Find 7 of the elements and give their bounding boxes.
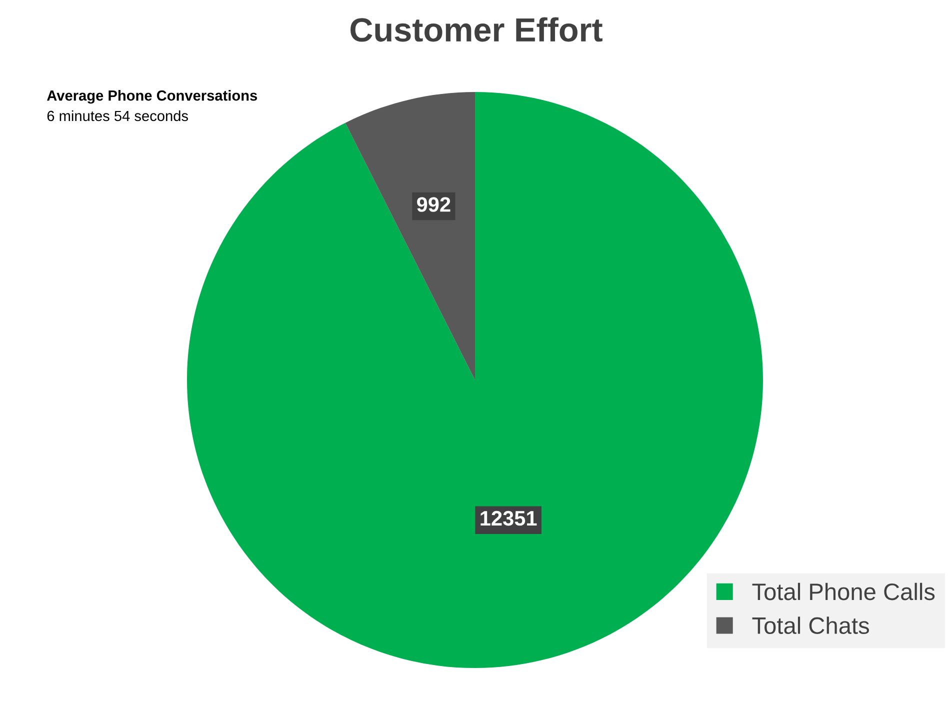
legend-label: Total Phone Calls bbox=[752, 582, 935, 600]
data-label: 12351 bbox=[480, 510, 537, 526]
chart-title: Customer Effort bbox=[350, 17, 602, 42]
data-label: 992 bbox=[417, 197, 450, 212]
text: 6 minutes 54 seconds bbox=[47, 110, 188, 122]
text: Average Phone Conversations bbox=[47, 90, 258, 104]
legend-label: Total Chats bbox=[752, 616, 869, 634]
